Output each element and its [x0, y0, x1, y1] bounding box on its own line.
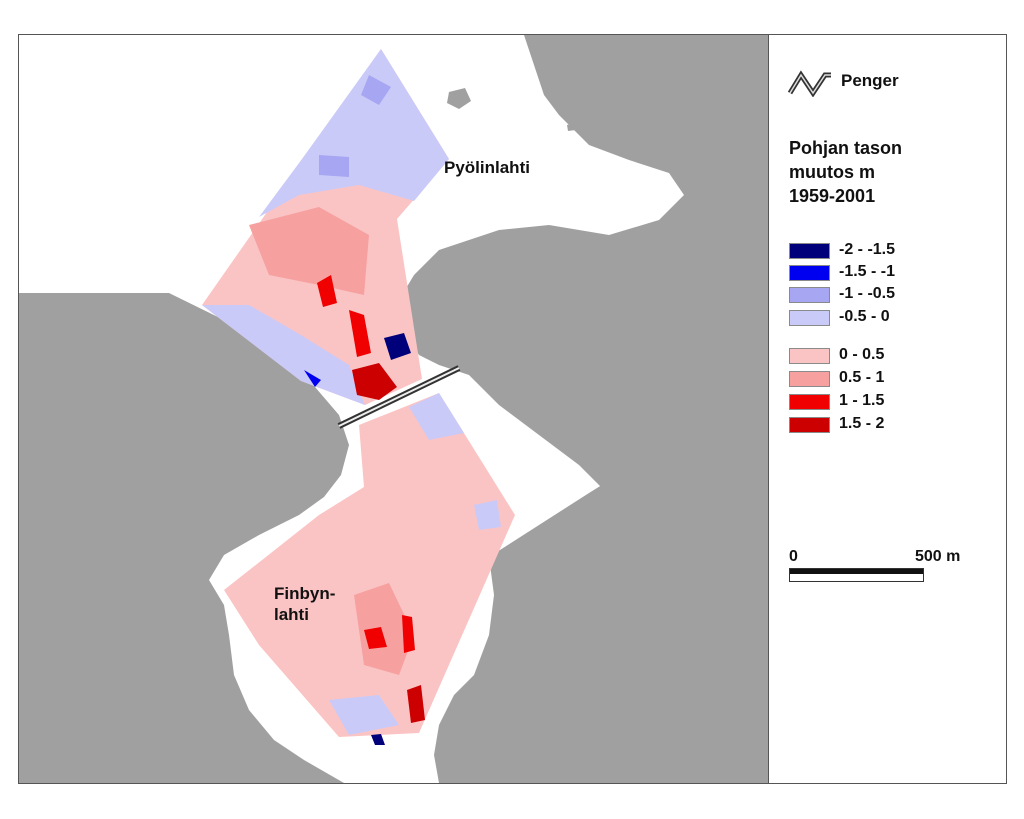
survey-north-red-c	[352, 363, 397, 400]
legend: Penger Pohjan tason muutos m 1959-2001 -…	[769, 35, 1006, 783]
legend-class-label: 0 - 0.5	[839, 346, 885, 363]
place-label-finbynlahti-line1: Finbyn-	[274, 584, 336, 603]
island-small	[567, 123, 576, 131]
scale-end-label: 500 m	[915, 548, 961, 565]
survey-south-blue-b	[329, 695, 399, 735]
survey-south-red-b	[402, 615, 415, 653]
land	[19, 35, 768, 783]
legend-swatch	[789, 371, 830, 387]
survey-south-blue-top	[409, 393, 464, 440]
embankment-icon	[787, 70, 831, 97]
survey-north	[202, 49, 449, 405]
legend-swatch	[789, 243, 830, 259]
map-frame: Pyölinlahti Finbyn- lahti Penger Pohjan …	[18, 34, 1007, 784]
legend-divider	[768, 35, 769, 783]
map-canvas	[19, 35, 768, 783]
survey-south-red-a	[364, 627, 387, 649]
survey-north-blue-b	[319, 155, 349, 177]
scale-bar	[789, 568, 924, 582]
survey-north-blue-strong	[304, 370, 321, 387]
survey-south-blue-a	[474, 500, 501, 530]
legend-swatch	[789, 417, 830, 433]
legend-class-label: 1 - 1.5	[839, 392, 885, 409]
map-area: Pyölinlahti Finbyn- lahti	[19, 35, 768, 783]
survey-north-blue-top	[259, 49, 449, 217]
legend-class-label: -0.5 - 0	[839, 308, 890, 325]
place-label-pyolinlahti: Pyölinlahti	[444, 158, 530, 177]
place-label-finbynlahti: Finbyn- lahti	[274, 583, 335, 625]
legend-swatch	[789, 287, 830, 303]
scale-start-label: 0	[789, 548, 798, 565]
survey-north-pink-a	[249, 207, 369, 295]
legend-class-label: 0.5 - 1	[839, 369, 885, 386]
legend-swatch	[789, 310, 830, 326]
island	[447, 88, 471, 109]
survey-north-blue-a	[361, 75, 391, 105]
legend-swatch	[789, 265, 830, 281]
scale-bar-fill	[790, 569, 923, 574]
survey-south-base	[224, 393, 515, 737]
survey-north-red-b	[349, 310, 371, 357]
legend-title-line1: Pohjan tason	[789, 138, 903, 158]
survey-south-pink	[354, 583, 414, 675]
legend-title-line2: muutos m	[789, 162, 876, 182]
legend-class-label: 1.5 - 2	[839, 415, 885, 432]
land-east-point	[659, 505, 768, 695]
legend-swatch	[789, 394, 830, 410]
legend-title-line3: 1959-2001	[789, 186, 876, 206]
legend-title: Pohjan tason muutos m 1959-2001	[789, 136, 902, 208]
embankment-label: Penger	[841, 71, 899, 90]
place-label-finbynlahti-line2: lahti	[274, 605, 309, 624]
legend-class-label: -1.5 - -1	[839, 263, 896, 280]
survey-south	[224, 393, 515, 745]
land-west	[19, 293, 349, 783]
survey-south-red-c	[407, 685, 425, 723]
legend-swatch	[789, 348, 830, 364]
survey-south-navy	[371, 734, 385, 745]
survey-north-blue-edge	[202, 305, 365, 405]
legend-class-label: -1 - -0.5	[839, 285, 896, 302]
survey-north-navy	[384, 333, 411, 360]
embankment	[337, 365, 461, 429]
survey-north-red-a	[317, 275, 337, 307]
legend-class-label: -2 - -1.5	[839, 241, 896, 258]
